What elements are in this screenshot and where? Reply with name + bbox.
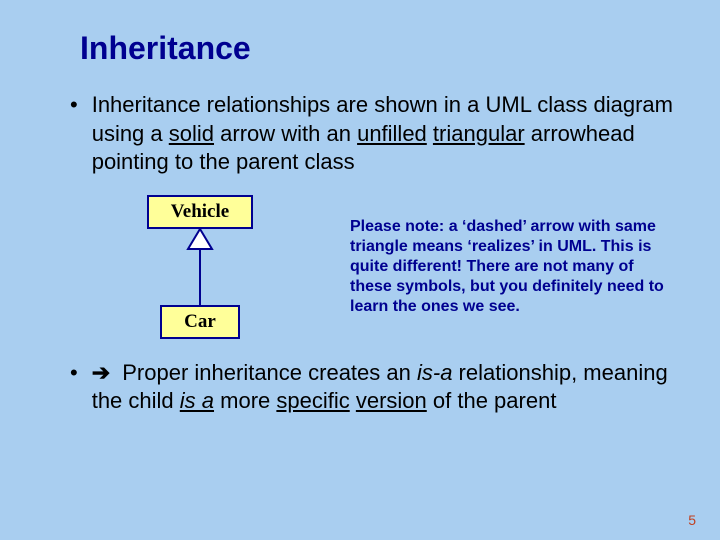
side-note: Please note: a ‘dashed’ arrow with same … xyxy=(350,217,680,317)
arrow-icon xyxy=(180,229,220,305)
underlined-word: solid xyxy=(169,121,214,146)
bullet-dot: • xyxy=(70,91,78,120)
bullet-dot: • xyxy=(70,359,78,388)
slide-container: Inheritance • Inheritance relationships … xyxy=(0,0,720,540)
inheritance-arrow xyxy=(180,229,220,305)
italic-word: is-a xyxy=(417,360,452,385)
page-number: 5 xyxy=(688,512,696,528)
underlined-word: specific xyxy=(276,388,349,413)
bullet-2: • ➔ Proper inheritance creates an is-a r… xyxy=(50,359,680,416)
arrow-right-icon: ➔ xyxy=(92,360,110,385)
bullet-1: • Inheritance relationships are shown in… xyxy=(50,91,680,177)
text-span: arrow with an xyxy=(214,121,357,146)
uml-parent-box: Vehicle xyxy=(147,195,253,229)
text-span: Proper inheritance creates an xyxy=(116,360,417,385)
uml-child-box: Car xyxy=(160,305,240,339)
underlined-word: version xyxy=(356,388,427,413)
underlined-italic-word: is a xyxy=(180,388,214,413)
text-span: more xyxy=(214,388,276,413)
uml-diagram: Vehicle Car xyxy=(50,195,350,339)
bullet-2-text: ➔ Proper inheritance creates an is-a rel… xyxy=(92,359,680,416)
bullet-1-text: Inheritance relationships are shown in a… xyxy=(92,91,680,177)
slide-title: Inheritance xyxy=(80,30,680,67)
diagram-and-note: Vehicle Car Please note: a ‘dashed’ arro… xyxy=(50,195,680,339)
underlined-word: triangular xyxy=(433,121,525,146)
underlined-word: unfilled xyxy=(357,121,427,146)
text-span: of the parent xyxy=(427,388,557,413)
